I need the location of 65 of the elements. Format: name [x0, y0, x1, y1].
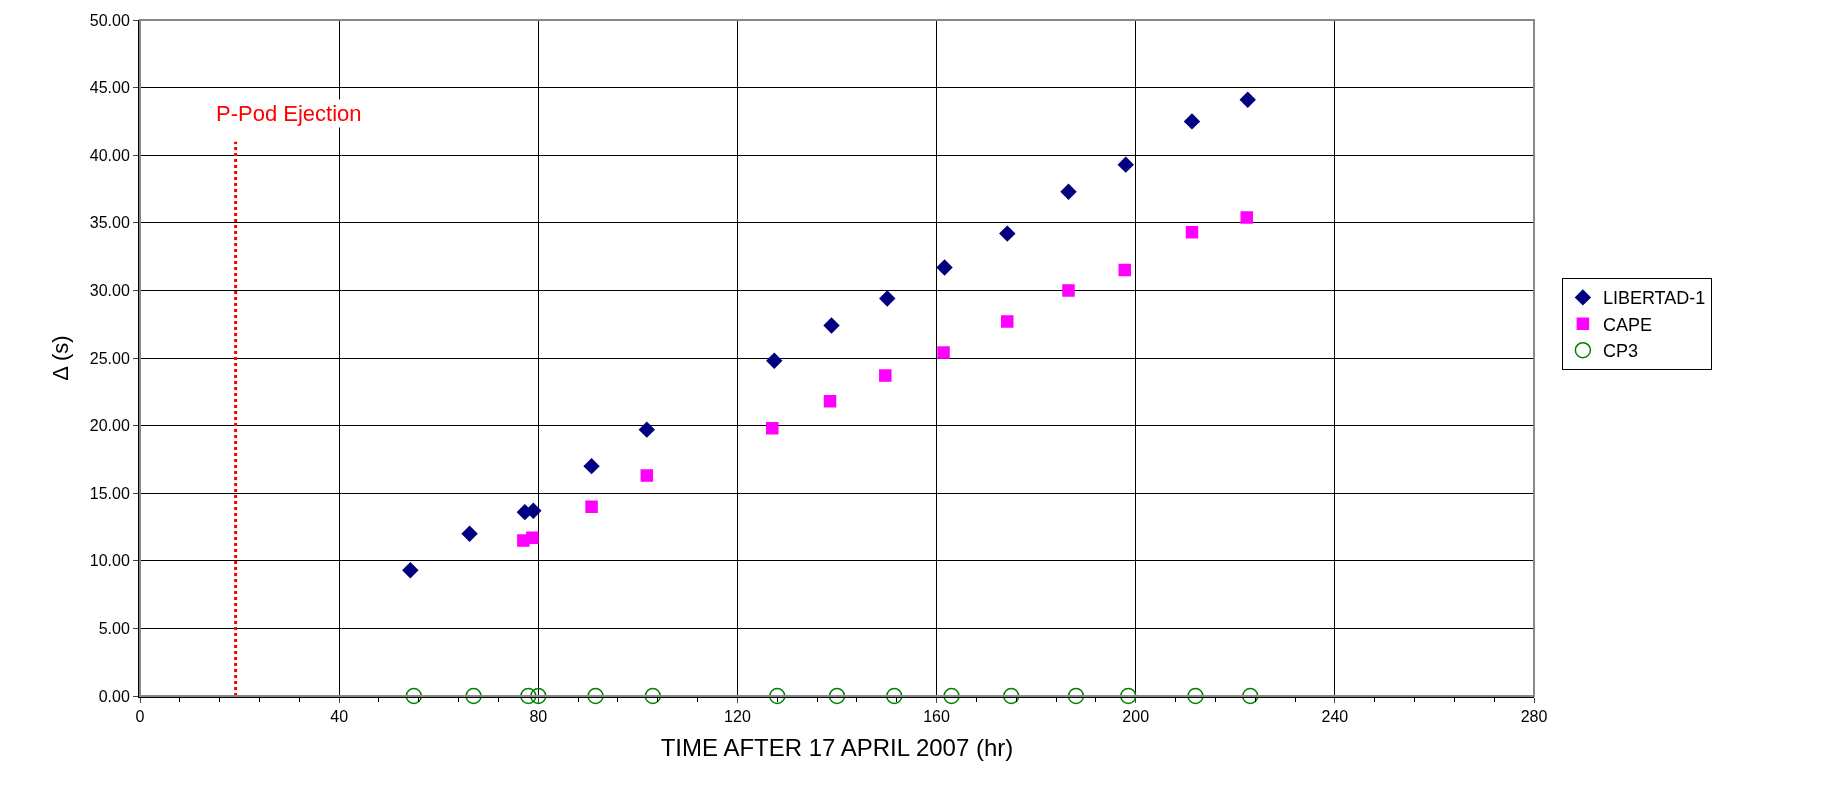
- point: [587, 687, 604, 705]
- point: [943, 687, 960, 705]
- y-tick-label: 15.00: [89, 484, 130, 502]
- point: [405, 687, 423, 705]
- legend-label: CAPE: [1602, 314, 1652, 335]
- point: [879, 369, 892, 382]
- point: [1241, 687, 1259, 705]
- point: [936, 259, 953, 276]
- point: [1118, 263, 1132, 277]
- point: [1184, 113, 1200, 130]
- x-tick-label: 120: [724, 708, 751, 726]
- point: [402, 562, 419, 579]
- x-tick-label: 160: [923, 708, 951, 726]
- y-tick-label: 10.00: [89, 552, 130, 570]
- x-tick-label: 200: [1122, 708, 1150, 726]
- y-tick-label: 5.00: [98, 620, 130, 637]
- point: [1117, 156, 1134, 173]
- y-axis-title: Δ (s): [48, 335, 74, 381]
- point: [823, 395, 837, 408]
- point: [937, 346, 950, 359]
- y-tick-label: 30.00: [89, 282, 130, 299]
- point: [1067, 687, 1085, 705]
- point: [1240, 211, 1253, 224]
- x-tick-label: 280: [1520, 708, 1548, 726]
- point: [1120, 687, 1137, 705]
- point: [583, 458, 600, 475]
- point: [465, 687, 482, 705]
- ref-line-label: P-Pod Ejection: [216, 101, 362, 126]
- x-tick-label: 240: [1321, 708, 1349, 726]
- y-tick-label: 20.00: [89, 417, 130, 435]
- y-tick-label: 25.00: [89, 349, 130, 367]
- y-tick-label: 45.00: [89, 79, 130, 97]
- point: [828, 687, 846, 705]
- point: [638, 421, 655, 438]
- point: [1003, 687, 1020, 705]
- x-tick-label: 40: [330, 708, 349, 726]
- y-tick-label: 40.00: [89, 146, 130, 164]
- point: [769, 687, 786, 705]
- point: [1060, 183, 1077, 200]
- point: [1185, 226, 1199, 239]
- point: [520, 687, 537, 705]
- point: [999, 225, 1016, 242]
- x-tick-label: 0: [135, 708, 145, 726]
- point: [879, 290, 896, 307]
- point: [644, 687, 662, 705]
- point: [766, 352, 783, 369]
- point: [823, 317, 840, 334]
- legend-label: LIBERTAD-1: [1602, 288, 1706, 309]
- point: [1062, 284, 1075, 297]
- y-tick-label: 50.00: [89, 11, 130, 29]
- y-tick-label: 35.00: [89, 214, 130, 232]
- point: [461, 525, 478, 542]
- point: [886, 687, 903, 705]
- point: [1239, 91, 1256, 108]
- point: [526, 531, 539, 545]
- legend-label: CP3: [1602, 341, 1638, 362]
- x-axis-title: TIME AFTER 17 APRIL 2007 (hr): [660, 734, 1014, 761]
- x-tick-label: 80: [529, 708, 548, 726]
- point: [585, 500, 598, 513]
- point: [1187, 687, 1204, 705]
- point: [640, 469, 654, 482]
- point: [1001, 315, 1014, 328]
- y-tick-label: 0.00: [98, 687, 130, 705]
- point: [530, 687, 547, 705]
- point: [766, 422, 779, 435]
